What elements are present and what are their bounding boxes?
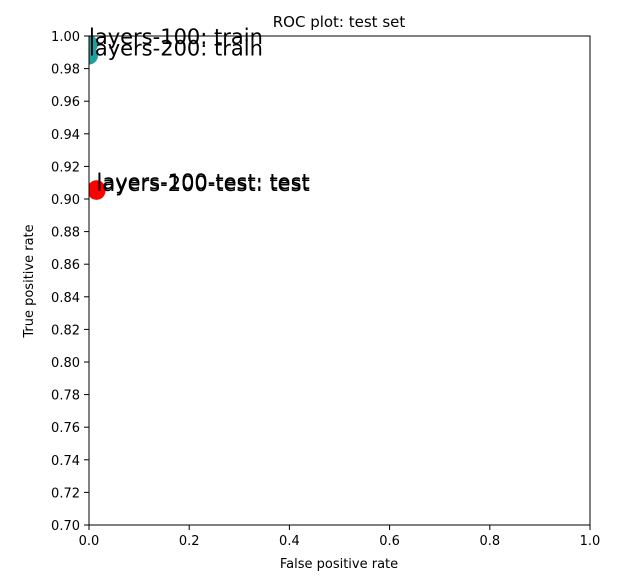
y-tick-label: 0.92 bbox=[51, 160, 80, 175]
point-label: layers-100-test: test bbox=[97, 170, 310, 194]
chart-title: ROC plot: test set bbox=[273, 13, 406, 31]
scatter-point bbox=[89, 46, 98, 65]
x-tick-label: 0.4 bbox=[279, 534, 300, 549]
scatter-point bbox=[89, 181, 106, 200]
y-tick-label: 1.00 bbox=[51, 30, 80, 45]
y-axis-ticks: 0.70 0.72 0.74 0.76 0.78 0.80 0.82 0.84 0.86 0.88… bbox=[51, 30, 89, 534]
y-tick-label: 0.98 bbox=[51, 63, 80, 78]
point-label: layers-200: train bbox=[89, 37, 263, 61]
x-tick-label: 0.8 bbox=[479, 534, 500, 549]
x-tick-label: 0.6 bbox=[379, 534, 400, 549]
y-tick-label: 0.96 bbox=[51, 95, 80, 110]
y-tick-label: 0.80 bbox=[51, 356, 80, 371]
y-axis-label: True positive rate bbox=[22, 224, 37, 338]
y-tick-label: 0.88 bbox=[51, 226, 80, 241]
x-tick-label: 0.2 bbox=[179, 534, 200, 549]
point-label: layers-200-test: test bbox=[97, 172, 310, 196]
y-tick-label: 0.70 bbox=[51, 519, 80, 534]
plot-frame bbox=[88, 35, 591, 526]
y-tick-label: 0.72 bbox=[51, 486, 80, 501]
x-tick-label: 0.0 bbox=[79, 534, 100, 549]
y-tick-label: 0.86 bbox=[51, 258, 80, 273]
x-axis-ticks: 0.0 0.2 0.4 0.6 0.8 1.0 bbox=[79, 525, 601, 549]
y-tick-label: 0.82 bbox=[51, 323, 80, 338]
point-label: layers-100: train bbox=[89, 25, 263, 49]
data-points bbox=[89, 36, 106, 200]
y-tick-label: 0.90 bbox=[51, 193, 80, 208]
y-tick-label: 0.84 bbox=[51, 291, 80, 306]
x-axis-label: False positive rate bbox=[280, 557, 398, 572]
y-tick-label: 0.78 bbox=[51, 389, 80, 404]
y-tick-label: 0.94 bbox=[51, 128, 80, 143]
y-tick-label: 0.74 bbox=[51, 454, 80, 469]
x-tick-label: 1.0 bbox=[580, 534, 601, 549]
y-tick-label: 0.76 bbox=[51, 421, 80, 436]
